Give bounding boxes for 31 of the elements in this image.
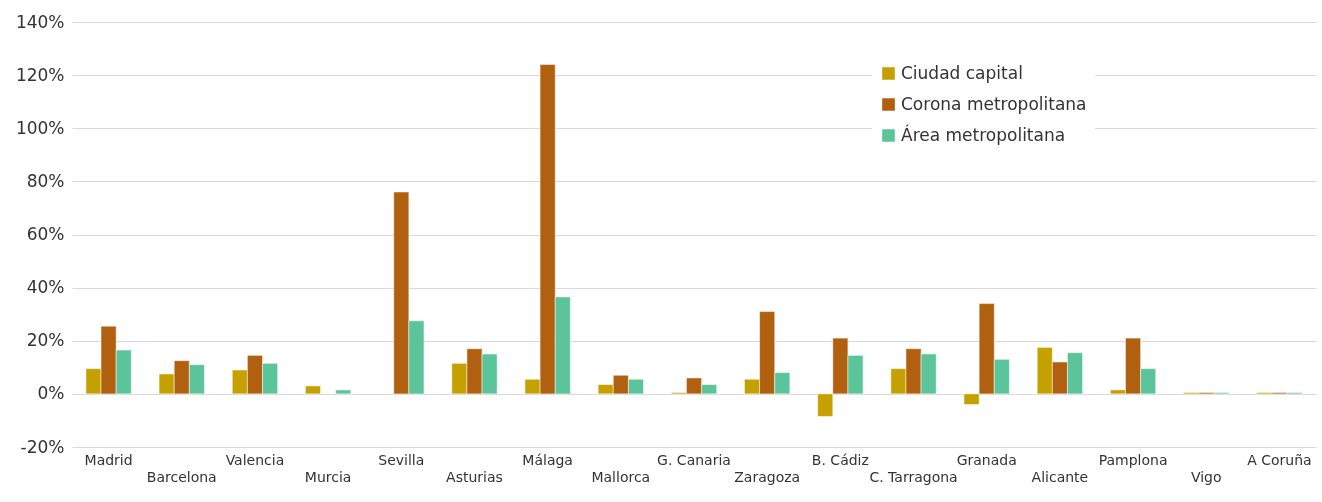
x-tick-label: Barcelona xyxy=(146,468,217,485)
y-tick-label: 0% xyxy=(37,383,65,404)
x-tick-label: Alicante xyxy=(1031,468,1089,485)
x-tick-label: Pamplona xyxy=(1098,451,1168,468)
x-tick-label: Zaragoza xyxy=(734,468,801,485)
y-tick-label: 20% xyxy=(26,330,65,351)
x-tick-label: Málaga xyxy=(522,451,573,468)
x-tick-label: Murcia xyxy=(304,468,352,485)
x-tick-label: Madrid xyxy=(84,451,133,468)
legend-label: Área metropolitana xyxy=(901,123,1066,145)
x-tick-label: Valencia xyxy=(225,451,285,468)
bar xyxy=(305,385,321,395)
y-tick-label: -20% xyxy=(20,436,65,457)
legend-label: Corona metropolitana xyxy=(901,93,1087,114)
x-tick-label: Vigo xyxy=(1190,468,1222,485)
y-tick-label: 80% xyxy=(26,170,65,191)
legend-label: Ciudad capital xyxy=(901,62,1023,83)
y-tick-label: 140% xyxy=(15,11,65,32)
y-tick-label: 100% xyxy=(15,117,65,138)
y-tick-label: 60% xyxy=(26,224,65,244)
x-tick-label: Mallorca xyxy=(591,468,651,485)
x-tick-label: Asturias xyxy=(446,468,503,485)
x-tick-label: Sevilla xyxy=(378,451,425,468)
x-tick-label: A Coruña xyxy=(1247,451,1312,468)
y-tick-label: 40% xyxy=(26,277,65,298)
y-tick-label: 120% xyxy=(15,64,65,85)
x-tick-label: Granada xyxy=(956,451,1017,468)
x-tick-label: B. Cádiz xyxy=(811,451,869,468)
bar xyxy=(335,389,352,395)
x-tick-label: G. Canaria xyxy=(657,451,731,468)
x-tick-label: C. Tarragona xyxy=(869,468,958,485)
